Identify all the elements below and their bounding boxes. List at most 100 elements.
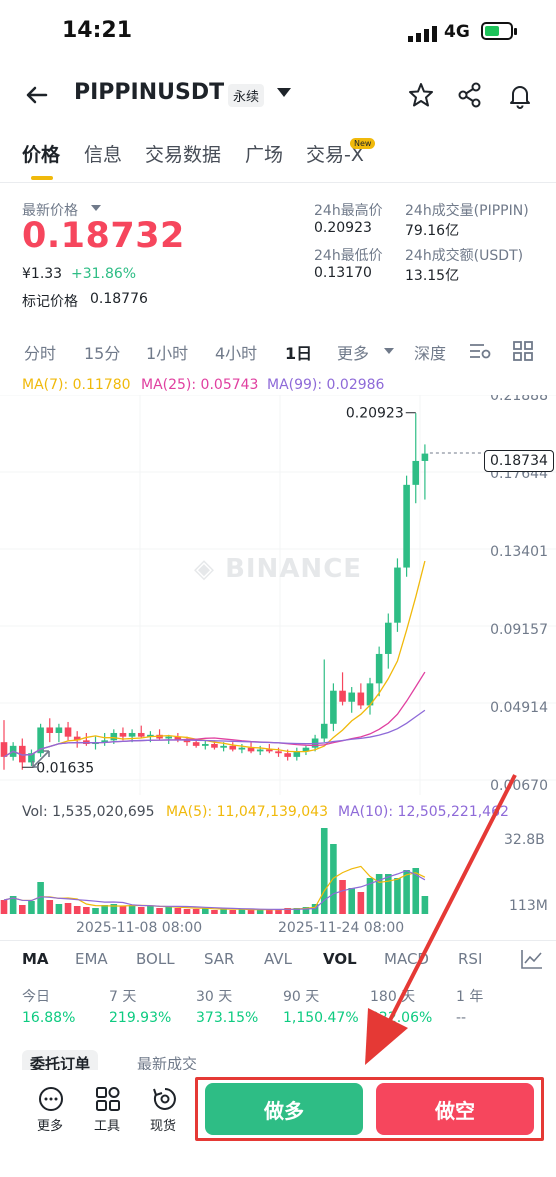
x-axis-tick: 2025-11-08 08:00 (76, 920, 203, 936)
star-icon[interactable] (406, 80, 436, 110)
indicator-ma[interactable]: MA (22, 950, 49, 968)
volume-bar (275, 910, 282, 914)
indicator-ema[interactable]: EMA (75, 950, 108, 968)
interval-1h[interactable]: 1小时 (146, 344, 189, 363)
last-price-label: 最新价格 (22, 203, 78, 219)
indicator-rsi[interactable]: RSI (458, 950, 483, 968)
tab-price[interactable]: 价格 (22, 144, 61, 166)
candle-body (119, 732, 127, 737)
annotation-arrow (365, 774, 517, 1065)
grid-layout-icon[interactable] (512, 340, 534, 362)
vol-axis-tick: 32.8B (504, 832, 545, 848)
candle-body (101, 740, 108, 743)
short-button[interactable]: 做空 (376, 1083, 534, 1135)
volume-bar (92, 908, 99, 914)
volume-bar (9, 896, 17, 914)
volume-bar (64, 903, 72, 914)
contract-tag: 永续 (228, 84, 265, 107)
interval-1d[interactable]: 1日 (285, 344, 313, 363)
candle-body (165, 736, 172, 739)
indicator-boll[interactable]: BOLL (136, 950, 175, 968)
volume-bar (284, 908, 291, 914)
candle-body (385, 622, 392, 654)
divider (0, 940, 556, 941)
candle-body (183, 740, 191, 743)
expand-icon[interactable] (30, 748, 52, 770)
price-change: +31.86% (71, 266, 137, 282)
tab-trading-data[interactable]: 交易数据 (145, 144, 222, 166)
candle-body (229, 745, 237, 750)
y-axis-tick: 0.13401 (490, 544, 548, 560)
share-icon[interactable] (455, 80, 485, 110)
volume-bar (174, 908, 182, 914)
candle-body (137, 732, 145, 737)
tab-square[interactable]: 广场 (245, 144, 284, 166)
candle-body (302, 747, 310, 752)
watermark: ◈ BINANCE (194, 554, 363, 584)
volume-ma-line (3, 865, 426, 911)
more-icon[interactable] (38, 1086, 64, 1112)
interval-depth[interactable]: 深度 (414, 344, 447, 363)
long-button[interactable]: 做多 (205, 1083, 363, 1135)
volume-bar (19, 905, 26, 914)
amount-value: 13.15亿 (405, 268, 460, 284)
candle-body (284, 753, 291, 757)
volume-bar (403, 870, 410, 914)
chevron-down-icon[interactable] (384, 348, 394, 354)
interval-time[interactable]: 分时 (24, 344, 57, 363)
candle-body (266, 749, 273, 752)
candle-body (110, 732, 118, 741)
tools-icon[interactable] (95, 1086, 121, 1112)
volume-bar (156, 908, 163, 914)
volume-bar (385, 874, 392, 914)
volume-value: 79.16亿 (405, 223, 460, 239)
interval-15m[interactable]: 15分 (84, 344, 121, 363)
y-axis-tick: 0.04914 (490, 700, 548, 716)
perf-value: 1,150.47% (283, 1010, 359, 1026)
candle-body (46, 727, 54, 733)
symbol-title[interactable]: PIPPINUSDT (74, 80, 225, 105)
more-label[interactable]: 更多 (37, 1119, 64, 1134)
candle-body (348, 692, 355, 702)
candle-body (202, 744, 209, 746)
candle-body (19, 745, 26, 763)
interval-more[interactable]: 更多 (337, 344, 370, 363)
vol-axis-tick: 113M (509, 898, 548, 914)
status-time: 14:21 (62, 18, 133, 43)
candle-body (174, 736, 182, 741)
volume-bar (394, 878, 401, 914)
chevron-down-icon[interactable] (277, 88, 291, 97)
back-arrow-icon[interactable] (22, 80, 52, 110)
candle-body (238, 747, 246, 750)
tab-latest-trades[interactable]: 最新成交 (137, 1055, 198, 1073)
volume-bar (375, 874, 383, 914)
candlestick-chart[interactable]: 0.218880.176440.134010.091570.049140.006… (0, 395, 556, 795)
perf-label: 90 天 (283, 989, 320, 1005)
interval-4h[interactable]: 4小时 (215, 344, 258, 363)
candle-body (412, 460, 420, 485)
low-marker-label: 0.01635 (36, 760, 94, 776)
tab-trade-x[interactable]: 交易-X (306, 144, 364, 166)
spot-icon[interactable] (152, 1086, 178, 1112)
ma-line (3, 560, 426, 758)
indicator-chart-icon[interactable] (520, 948, 544, 970)
chart-settings-icon[interactable] (468, 341, 492, 361)
indicator-vol[interactable]: VOL (323, 950, 357, 968)
spot-label[interactable]: 现货 (150, 1119, 177, 1134)
bell-icon[interactable] (505, 80, 535, 110)
perf-value: 219.93% (109, 1010, 172, 1026)
perf-label: 30 天 (196, 989, 233, 1005)
candle-body (220, 745, 227, 748)
candle-body (330, 690, 337, 724)
indicator-sar[interactable]: SAR (204, 950, 235, 968)
candle-body (55, 727, 63, 733)
candle-body (28, 753, 35, 763)
indicator-avl[interactable]: AVL (264, 950, 292, 968)
ma99-label: MA(99): 0.02986 (267, 377, 385, 393)
perf-value: 16.88% (22, 1010, 76, 1026)
chevron-down-icon[interactable] (91, 205, 101, 211)
tools-label[interactable]: 工具 (94, 1119, 121, 1134)
divider (0, 182, 556, 183)
tab-info[interactable]: 信息 (84, 144, 123, 166)
candle-body (192, 742, 200, 746)
